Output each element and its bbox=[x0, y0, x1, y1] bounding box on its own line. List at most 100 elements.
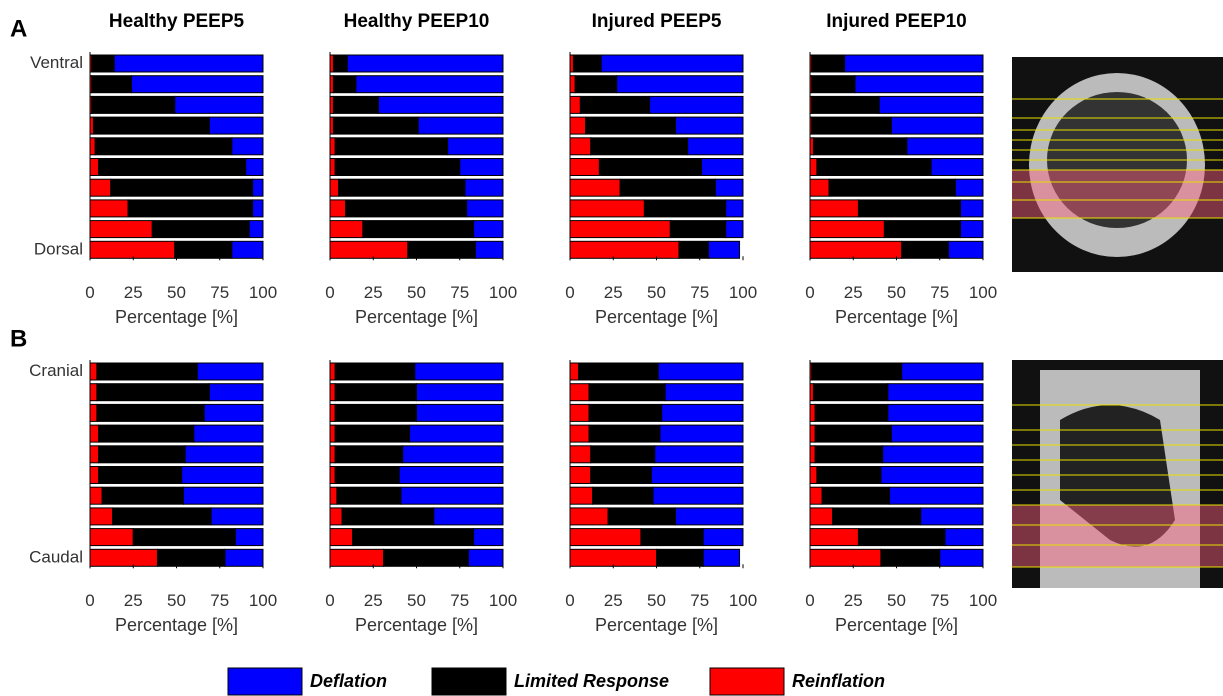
bar-segment bbox=[589, 425, 660, 442]
x-axis-label: Percentage [%] bbox=[355, 615, 478, 635]
bar-segment bbox=[589, 384, 665, 401]
bar-segment bbox=[97, 384, 209, 401]
bar-segment bbox=[99, 467, 182, 484]
x-tick-label: 100 bbox=[729, 283, 757, 302]
bar-segment bbox=[921, 508, 983, 525]
bar-segment bbox=[810, 384, 813, 401]
bar-segment bbox=[570, 159, 599, 176]
bar-segment bbox=[701, 159, 743, 176]
bar-segment bbox=[111, 179, 253, 196]
bar-segment bbox=[579, 363, 659, 380]
y-tick-label: Cranial bbox=[29, 361, 83, 380]
x-tick-label: 50 bbox=[407, 591, 426, 610]
bar-segment bbox=[570, 117, 586, 134]
bar-segment bbox=[888, 384, 983, 401]
bar-segment bbox=[676, 117, 743, 134]
bar-segment bbox=[401, 487, 503, 504]
bar-segment bbox=[845, 55, 983, 72]
bar-segment bbox=[570, 76, 575, 93]
bar-segment bbox=[812, 96, 879, 113]
bar-segment bbox=[467, 200, 503, 217]
bar-segment bbox=[335, 384, 416, 401]
bar-segment bbox=[902, 363, 983, 380]
bar-segment bbox=[465, 179, 503, 196]
bar-segment bbox=[246, 159, 263, 176]
bar-segment bbox=[468, 549, 503, 566]
x-tick-label: 100 bbox=[969, 283, 997, 302]
bar-segment bbox=[333, 55, 347, 72]
bar-segment bbox=[330, 529, 352, 546]
bar-segment bbox=[601, 55, 743, 72]
bar-segment bbox=[194, 425, 263, 442]
bar-segment bbox=[330, 467, 335, 484]
bar-segment bbox=[813, 384, 887, 401]
bar-segment bbox=[209, 384, 263, 401]
x-tick-label: 0 bbox=[565, 283, 574, 302]
x-axis-label: Percentage [%] bbox=[835, 307, 958, 327]
bar-segment bbox=[644, 200, 725, 217]
bar-segment bbox=[907, 138, 983, 155]
x-tick-label: 100 bbox=[969, 591, 997, 610]
bar-segment bbox=[330, 221, 363, 238]
bar-segment bbox=[99, 159, 246, 176]
bar-segment bbox=[829, 179, 955, 196]
x-tick-label: 75 bbox=[210, 283, 229, 302]
bar-segment bbox=[403, 446, 503, 463]
bar-segment bbox=[330, 117, 333, 134]
bar-segment bbox=[333, 117, 418, 134]
bar-segment bbox=[415, 363, 503, 380]
bar-segment bbox=[152, 221, 249, 238]
bar-segment bbox=[112, 508, 211, 525]
bar-segment bbox=[418, 117, 503, 134]
ct-sagittal bbox=[1012, 360, 1223, 588]
bar-segment bbox=[580, 96, 649, 113]
bar-segment bbox=[651, 467, 743, 484]
bar-segment bbox=[90, 221, 152, 238]
bar-segment bbox=[132, 76, 263, 93]
bar-segment bbox=[330, 138, 335, 155]
bar-segment bbox=[570, 384, 589, 401]
bar-segment bbox=[235, 529, 263, 546]
bar-segment bbox=[570, 446, 591, 463]
bar-segment bbox=[330, 404, 335, 421]
bar-segment bbox=[570, 241, 679, 258]
bar-segment bbox=[676, 508, 743, 525]
legend-label: Reinflation bbox=[792, 671, 885, 691]
x-tick-label: 25 bbox=[124, 283, 143, 302]
x-tick-label: 100 bbox=[489, 591, 517, 610]
bar-segment bbox=[810, 404, 815, 421]
bar-segment bbox=[726, 221, 743, 238]
x-tick-label: 100 bbox=[249, 283, 277, 302]
bar-segment bbox=[570, 529, 641, 546]
bar-segment bbox=[90, 179, 111, 196]
bar-segment bbox=[448, 138, 503, 155]
bar-segment bbox=[653, 487, 743, 504]
bar-segment bbox=[434, 508, 503, 525]
bar-segment bbox=[810, 241, 902, 258]
y-tick-label: Caudal bbox=[29, 547, 83, 566]
bar-segment bbox=[90, 425, 99, 442]
bar-segment bbox=[570, 508, 608, 525]
bar-segment bbox=[97, 363, 197, 380]
bar-segment bbox=[99, 446, 185, 463]
bar-segment bbox=[232, 138, 263, 155]
bar-segment bbox=[586, 117, 676, 134]
bar-segment bbox=[810, 467, 817, 484]
x-tick-label: 50 bbox=[887, 591, 906, 610]
chart-title: Injured PEEP5 bbox=[592, 11, 722, 32]
bar-segment bbox=[961, 221, 983, 238]
bar-segment bbox=[883, 446, 983, 463]
bar-segment bbox=[211, 508, 263, 525]
bar-segment bbox=[890, 487, 983, 504]
y-tick-label: Dorsal bbox=[34, 239, 83, 258]
x-tick-label: 75 bbox=[690, 283, 709, 302]
chart-title: Healthy PEEP10 bbox=[344, 11, 490, 32]
legend-swatch bbox=[228, 668, 302, 695]
bar-segment bbox=[570, 96, 580, 113]
bar-segment bbox=[810, 221, 884, 238]
bar-segment bbox=[417, 404, 504, 421]
bar-segment bbox=[102, 487, 183, 504]
bar-segment bbox=[573, 55, 601, 72]
bar-segment bbox=[249, 221, 263, 238]
bar-segment bbox=[884, 221, 960, 238]
